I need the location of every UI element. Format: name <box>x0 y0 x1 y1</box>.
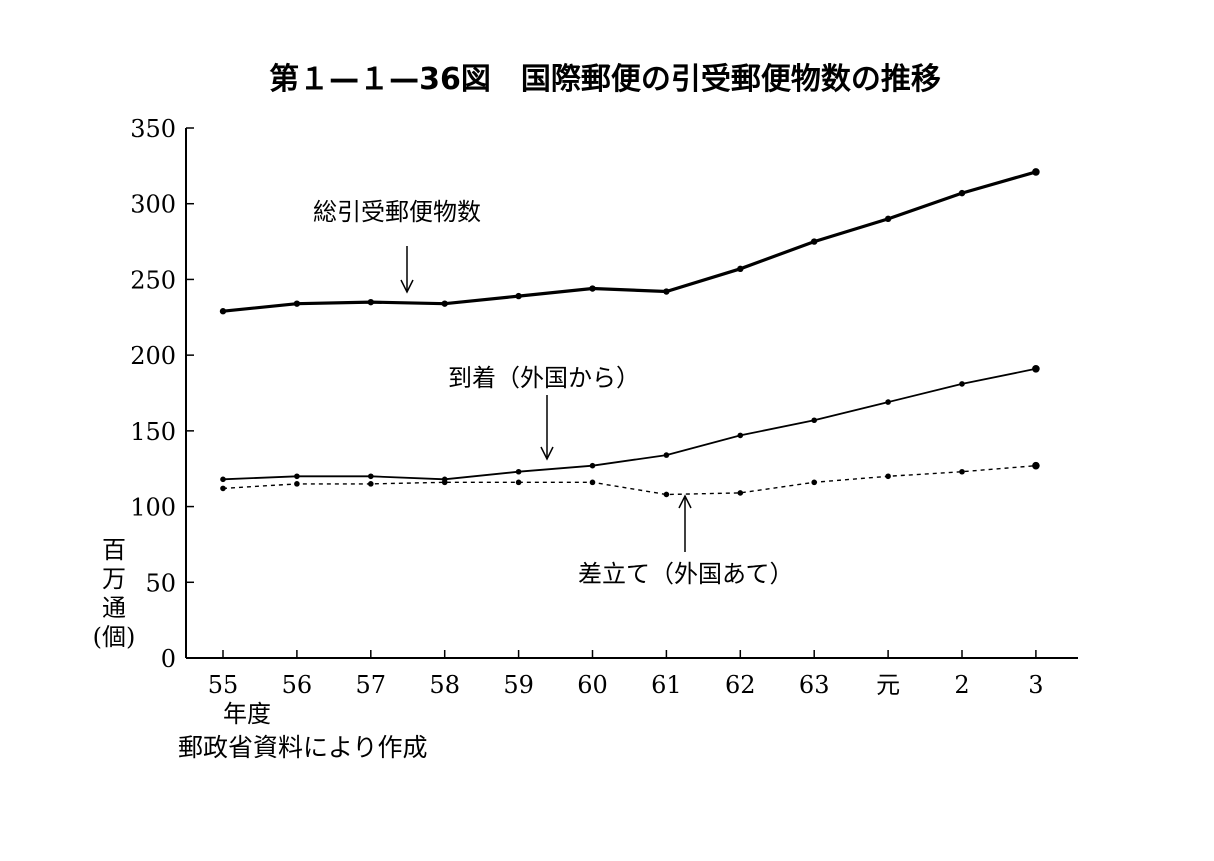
y-tick-label: 200 <box>130 342 176 370</box>
data-point <box>220 485 226 492</box>
y-tick-label: 300 <box>130 191 176 219</box>
series-2 <box>220 461 1040 498</box>
data-point <box>220 476 226 483</box>
data-point <box>515 292 522 300</box>
axes <box>185 128 1078 659</box>
data-point <box>293 300 301 307</box>
data-point <box>441 300 448 307</box>
arrowhead-arrival <box>540 446 554 461</box>
series-line <box>222 367 1037 481</box>
data-point <box>663 452 670 458</box>
data-point <box>367 298 374 306</box>
data-point <box>885 399 891 405</box>
x-tick-label: 58 <box>429 671 460 699</box>
y-tick-label: 50 <box>145 569 176 597</box>
data-point <box>663 491 670 498</box>
y-tick-label: 100 <box>130 494 176 522</box>
data-point <box>368 481 374 487</box>
y-tick-label: 0 <box>161 645 176 673</box>
series <box>219 168 1040 498</box>
data-point <box>958 189 966 197</box>
y-tick-label: 250 <box>130 266 176 294</box>
x-tick-label: 元 <box>876 671 900 699</box>
data-point <box>737 432 744 439</box>
x-tick-label: 63 <box>799 671 830 699</box>
x-tick-label: 61 <box>651 671 682 699</box>
data-point <box>1032 461 1040 470</box>
data-point <box>589 479 596 486</box>
data-point <box>219 308 227 315</box>
data-point <box>737 490 744 496</box>
x-tick-label: 56 <box>282 671 313 699</box>
x-axis-label: 年度 <box>223 700 271 728</box>
y-axis-label-2: 万 <box>102 565 126 593</box>
y-tick-label: 150 <box>130 418 176 446</box>
data-point <box>1032 168 1040 176</box>
data-point <box>811 238 818 245</box>
data-point <box>294 481 300 487</box>
y-ticks: 0 50 100 150 200 250 300 350 <box>130 115 194 673</box>
y-axis-label-1: 百 <box>102 536 126 564</box>
data-point <box>294 473 300 480</box>
x-tick-label: 57 <box>356 671 387 699</box>
y-axis-label-4: (個) <box>93 623 136 651</box>
data-point <box>515 468 522 475</box>
data-point <box>515 479 522 486</box>
x-tick-label: 59 <box>503 671 534 699</box>
data-point <box>368 473 374 480</box>
x-tick-label: 2 <box>954 671 969 699</box>
x-tick-label: 60 <box>577 671 608 699</box>
y-axis-label: 百 万 通 (個) <box>93 536 136 651</box>
data-point <box>811 479 817 486</box>
x-tick-label: 3 <box>1028 671 1043 699</box>
y-axis-label-3: 通 <box>102 594 126 622</box>
annotation-dispatch: 差立て（外国あて） <box>578 560 794 588</box>
source-note: 郵政省資料により作成 <box>178 733 428 762</box>
arrowhead-dispatch <box>678 494 692 509</box>
arrowhead-total <box>400 279 414 294</box>
data-point <box>663 288 670 295</box>
data-point <box>589 285 596 292</box>
series-line <box>222 465 1036 496</box>
data-point <box>884 215 892 223</box>
x-tick-label: 62 <box>725 671 756 699</box>
data-point <box>1032 364 1040 373</box>
data-point <box>737 265 744 273</box>
chart-title: 第１—１—36図 国際郵便の引受郵便物数の推移 <box>269 62 941 97</box>
data-point <box>959 468 965 475</box>
annotation-total: 総引受郵便物数 <box>313 198 481 226</box>
series-line <box>222 170 1037 313</box>
data-point <box>441 479 448 486</box>
series-0 <box>219 168 1040 315</box>
y-tick-label: 350 <box>130 115 176 143</box>
annotations: 総引受郵便物数 到着（外国から） 差立て（外国あて） <box>313 198 794 588</box>
data-point <box>589 462 596 469</box>
annotation-arrival: 到着（外国から） <box>448 364 640 392</box>
x-tick-label: 55 <box>208 671 239 699</box>
data-point <box>885 473 891 480</box>
data-point <box>959 381 965 387</box>
x-ticks: 55 56 57 58 59 60 61 62 63 元 2 3 <box>208 650 1044 699</box>
data-point <box>811 417 817 424</box>
